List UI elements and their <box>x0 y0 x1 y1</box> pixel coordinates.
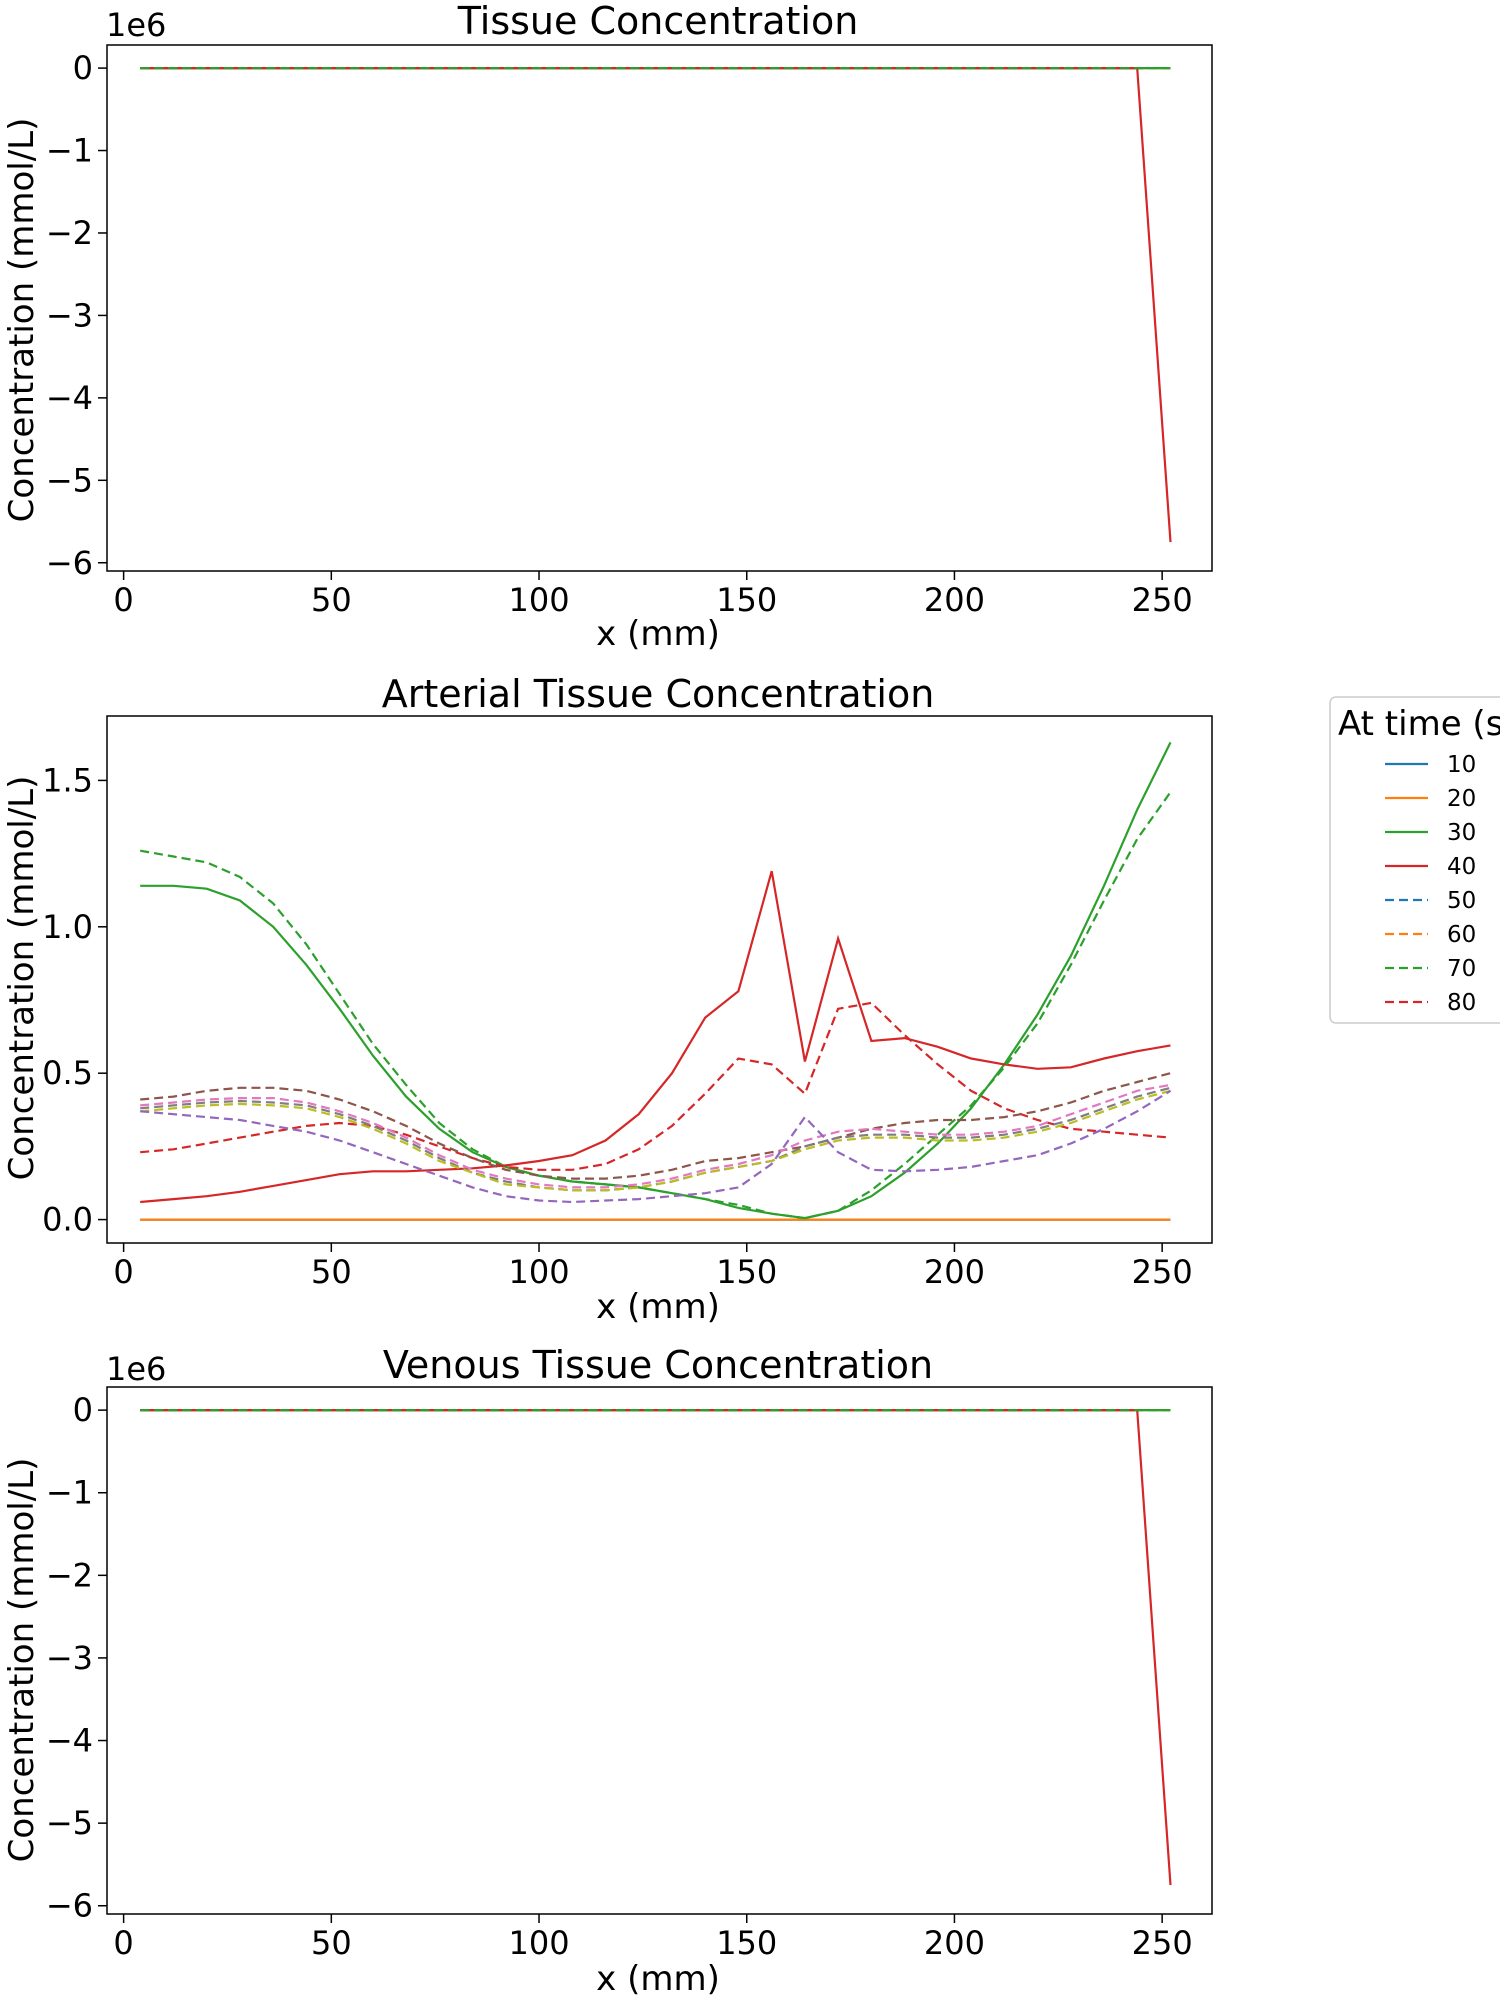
tissue-y-tick-label: −3 <box>46 296 93 334</box>
venous-x-tick-label: 0 <box>113 1924 133 1962</box>
legend-label-80: 80 <box>1447 990 1476 1016</box>
arterial-series-bcbd22-line <box>140 1089 1171 1192</box>
venous-x-tick-label: 150 <box>716 1924 777 1962</box>
legend-label-30: 30 <box>1447 820 1476 846</box>
tissue-x-tick-label: 100 <box>508 581 569 619</box>
tissue-y-tick-label: −5 <box>46 461 93 499</box>
arterial-plot-area <box>107 716 1212 1243</box>
arterial-x-tick-label: 50 <box>311 1253 352 1291</box>
tissue-chart-plot: 0 50 100 150 200 250 0 −1 −2 −3 −4 −5 −6 <box>46 44 1213 619</box>
venous-plot-area <box>107 1387 1212 1914</box>
tissue-plot-area <box>107 45 1212 571</box>
legend-frame <box>1329 696 1500 1024</box>
tissue-y-tick-label: −4 <box>46 379 93 417</box>
venous-x-tick-label: 250 <box>1132 1924 1193 1962</box>
arterial-chart-y-axis-label: Concentration (mmol/L) <box>2 776 42 1181</box>
venous-chart: Venous Tissue Concentration 1e6 0 50 100 15… <box>2 1343 1213 1999</box>
arterial-chart: Arterial Tissue Concentration 0 50 100 150 2… <box>2 672 1213 1327</box>
venous-y-tick-label: −1 <box>46 1474 93 1512</box>
venous-y-tick-label: −4 <box>46 1722 93 1760</box>
venous-y-tick-label: −5 <box>46 1804 93 1842</box>
arterial-chart-x-axis-label: x (mm) <box>596 1287 720 1327</box>
arterial-series-9467bd-line <box>140 1089 1172 1204</box>
arterial-x-tick-label: 100 <box>508 1253 569 1291</box>
tissue-y-tick-label: −6 <box>46 544 93 582</box>
arterial-x-tick-label: 0 <box>113 1253 133 1291</box>
tissue-x-tick-label: 200 <box>924 581 985 619</box>
arterial-y-tick-label: 1.5 <box>42 761 93 799</box>
legend-entries: 10 20 30 40 50 60 70 80 <box>1385 752 1476 1016</box>
venous-y-tick-label: −3 <box>46 1639 93 1677</box>
venous-y-tick-label: −6 <box>46 1887 93 1925</box>
arterial-chart-plot: 0 50 100 150 200 250 0.0 0.5 1.0 1.5 <box>42 715 1213 1291</box>
venous-x-tick-label: 200 <box>924 1924 985 1962</box>
venous-chart-y-axis-label: Concentration (mmol/L) <box>2 1458 42 1863</box>
venous-y-tick-label: −2 <box>46 1556 93 1594</box>
venous-chart-title: Venous Tissue Concentration <box>383 1343 933 1387</box>
legend: At time (s 10 20 30 40 50 60 70 80 <box>1329 696 1500 1024</box>
arterial-series-80-line <box>140 1001 1171 1171</box>
arterial-x-tick-label: 200 <box>924 1253 985 1291</box>
venous-y-tick-label: 0 <box>73 1391 93 1429</box>
legend-label-20: 20 <box>1447 786 1476 812</box>
venous-chart-offset-label: 1e6 <box>106 1350 166 1388</box>
legend-label-40: 40 <box>1447 854 1476 880</box>
venous-chart-x-axis-label: x (mm) <box>596 1959 720 1999</box>
legend-label-70: 70 <box>1447 956 1476 982</box>
arterial-x-tick-label: 150 <box>716 1253 777 1291</box>
arterial-series-70-line <box>140 791 1172 1220</box>
arterial-series-e377c2-line <box>140 1083 1171 1189</box>
tissue-chart-y-axis-label: Concentration (mmol/L) <box>2 118 42 523</box>
legend-label-50: 50 <box>1447 888 1476 914</box>
arterial-y-tick-label: 0.5 <box>42 1054 93 1092</box>
venous-x-tick-label: 100 <box>508 1924 569 1962</box>
tissue-y-tick-label: 0 <box>73 49 93 87</box>
tissue-chart-x-axis-label: x (mm) <box>596 614 720 654</box>
tissue-chart-offset-label: 1e6 <box>106 6 166 44</box>
arterial-series-8c564b-line <box>140 1072 1171 1180</box>
legend-title: At time (s <box>1338 704 1500 744</box>
arterial-series-7f7f7f-line <box>140 1086 1171 1192</box>
tissue-x-tick-label: 150 <box>716 581 777 619</box>
arterial-y-tick-label: 1.0 <box>42 908 93 946</box>
venous-x-tick-label: 50 <box>311 1924 352 1962</box>
tissue-x-tick-label: 250 <box>1132 581 1193 619</box>
arterial-y-tick-label: 0.0 <box>42 1201 93 1239</box>
venous-plot-frame <box>106 1386 1213 1915</box>
arterial-series-40-line <box>140 870 1171 1204</box>
legend-label-10: 10 <box>1447 752 1476 778</box>
venous-chart-plot: 0 50 100 150 200 250 0 −1 −2 −3 −4 −5 −6 <box>46 1386 1213 1962</box>
tissue-y-tick-label: −2 <box>46 214 93 252</box>
arterial-series-30-line <box>140 741 1172 1220</box>
tissue-chart-title: Tissue Concentration <box>457 0 859 43</box>
tissue-chart: Tissue Concentration 1e6 0 50 100 150 200 250… <box>2 0 1213 654</box>
tissue-x-tick-label: 50 <box>311 581 352 619</box>
arterial-plot-frame <box>106 715 1213 1244</box>
arterial-x-tick-label: 250 <box>1132 1253 1193 1291</box>
arterial-chart-title: Arterial Tissue Concentration <box>382 672 935 716</box>
tissue-y-tick-label: −1 <box>46 132 93 170</box>
legend-label-60: 60 <box>1447 922 1476 948</box>
tissue-plot-frame <box>106 44 1213 572</box>
tissue-x-tick-label: 0 <box>113 581 133 619</box>
